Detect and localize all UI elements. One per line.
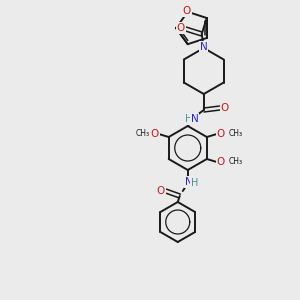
Text: O: O [217,157,225,167]
Text: N: N [191,114,199,124]
Text: CH₃: CH₃ [229,157,243,166]
Text: O: O [217,129,225,139]
Text: N: N [185,177,193,187]
Text: N: N [200,42,208,52]
Text: O: O [177,23,185,33]
Text: O: O [183,6,191,16]
Text: H: H [191,178,198,188]
Text: H: H [185,114,192,124]
Text: O: O [220,103,229,113]
Text: O: O [157,186,165,196]
Text: CH₃: CH₃ [136,128,150,137]
Text: O: O [151,129,159,139]
Text: CH₃: CH₃ [229,128,243,137]
